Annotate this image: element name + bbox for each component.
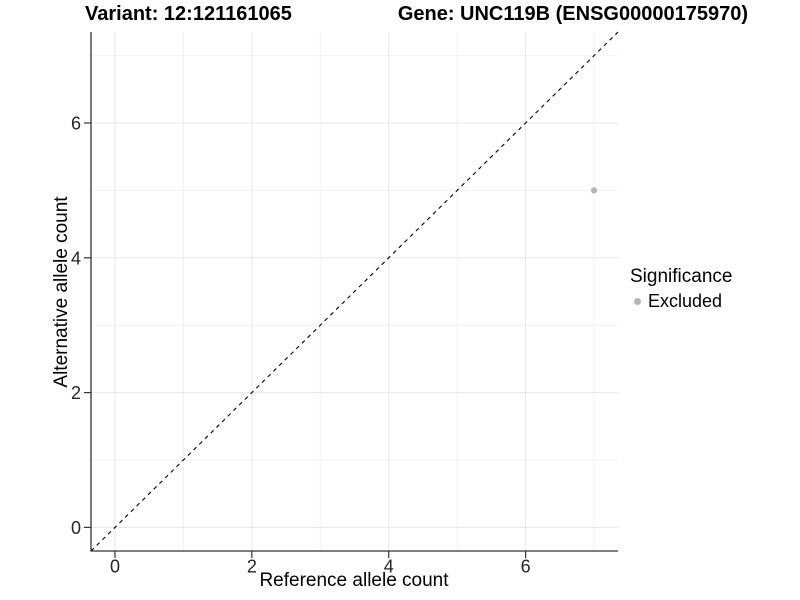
legend-title: Significance bbox=[630, 266, 733, 287]
legend-entry-excluded: Excluded bbox=[630, 291, 732, 311]
x-tick-label: 2 bbox=[247, 557, 257, 577]
x-axis-label: Reference allele count bbox=[259, 570, 449, 591]
x-tick-label: 6 bbox=[521, 557, 531, 577]
y-tick-label: 0 bbox=[71, 518, 81, 538]
y-tick-label: 6 bbox=[71, 113, 81, 133]
identity-dashed-line bbox=[90, 31, 619, 552]
x-tick-label: 0 bbox=[110, 557, 120, 577]
x-tick-label: 4 bbox=[384, 557, 394, 577]
legend-entry-label: Excluded bbox=[648, 291, 723, 311]
y-axis-label: Alternative allele count bbox=[51, 196, 72, 388]
y-tick-label: 4 bbox=[71, 248, 81, 268]
plot-title-variant: Variant: 12:121161065 bbox=[85, 3, 292, 25]
data-point-excluded bbox=[590, 187, 598, 194]
excluded-point-icon bbox=[634, 297, 641, 305]
y-tick-label: 2 bbox=[71, 383, 81, 403]
plot-title-gene: Gene: UNC119B (ENSG00000175970) bbox=[397, 3, 748, 25]
legend: Significance Excluded bbox=[630, 266, 732, 311]
